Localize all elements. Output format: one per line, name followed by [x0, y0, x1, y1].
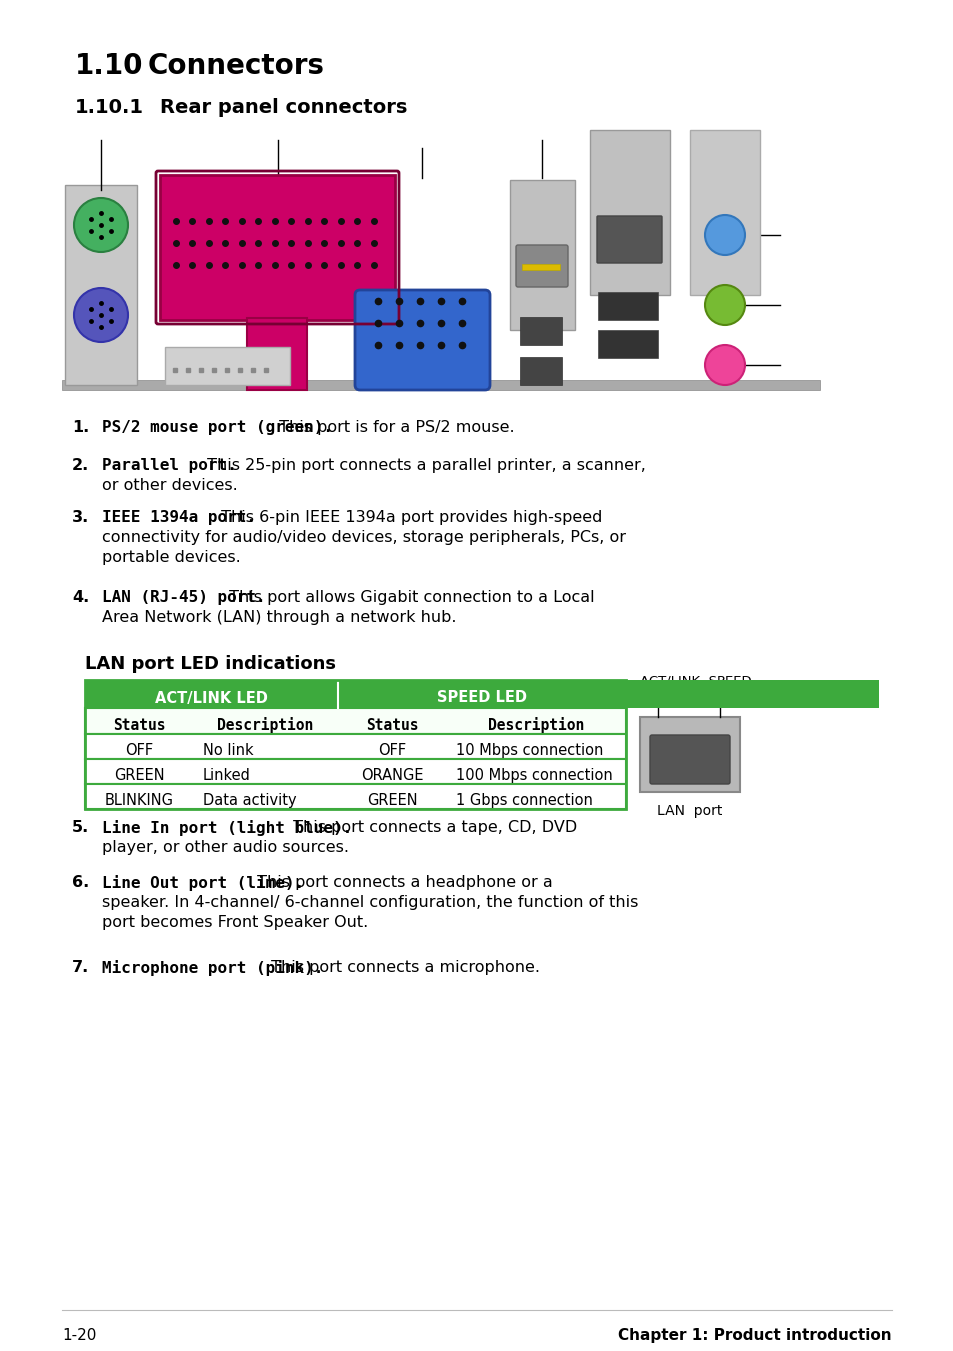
Bar — [519, 357, 561, 385]
Text: This port connects a headphone or a: This port connects a headphone or a — [252, 875, 553, 890]
Text: 1.10.1: 1.10.1 — [75, 99, 144, 118]
Text: Description: Description — [217, 717, 314, 734]
Text: or other devices.: or other devices. — [102, 478, 237, 493]
Text: connectivity for audio/video devices, storage peripherals, PCs, or: connectivity for audio/video devices, st… — [102, 530, 625, 544]
Text: This port connects a microphone.: This port connects a microphone. — [266, 961, 540, 975]
Text: 10 Mbps connection: 10 Mbps connection — [456, 743, 602, 758]
Text: 1-20: 1-20 — [62, 1328, 96, 1343]
Text: Parallel port.: Parallel port. — [102, 458, 236, 473]
Circle shape — [74, 288, 128, 342]
Text: OFF: OFF — [125, 743, 152, 758]
Text: Microphone port (pink).: Microphone port (pink). — [102, 961, 323, 975]
FancyBboxPatch shape — [516, 245, 567, 286]
FancyBboxPatch shape — [355, 290, 490, 390]
Bar — [519, 317, 561, 345]
Text: OFF: OFF — [377, 743, 406, 758]
Text: Chapter 1: Product introduction: Chapter 1: Product introduction — [618, 1328, 891, 1343]
Text: player, or other audio sources.: player, or other audio sources. — [102, 840, 349, 855]
Circle shape — [704, 215, 744, 255]
Bar — [85, 708, 625, 734]
Text: 2.: 2. — [71, 458, 90, 473]
Text: This port connects a tape, CD, DVD: This port connects a tape, CD, DVD — [288, 820, 577, 835]
Text: Data activity: Data activity — [203, 793, 296, 808]
Text: Status: Status — [365, 717, 417, 732]
Text: Area Network (LAN) through a network hub.: Area Network (LAN) through a network hub… — [102, 611, 456, 626]
Bar — [65, 185, 137, 385]
Text: ACT/LINK LED: ACT/LINK LED — [155, 690, 268, 705]
Text: Description: Description — [487, 717, 583, 734]
Text: Connectors: Connectors — [148, 51, 325, 80]
Text: GREEN: GREEN — [113, 767, 164, 784]
Text: 7.: 7. — [71, 961, 90, 975]
Text: portable devices.: portable devices. — [102, 550, 240, 565]
Text: port becomes Front Speaker Out.: port becomes Front Speaker Out. — [102, 915, 368, 929]
Text: LAN port LED indications: LAN port LED indications — [85, 655, 335, 673]
Circle shape — [74, 199, 128, 253]
Circle shape — [704, 345, 744, 385]
Text: No link: No link — [203, 743, 253, 758]
Text: LAN  port: LAN port — [657, 804, 722, 817]
Bar — [589, 130, 669, 295]
Bar — [85, 680, 337, 708]
Text: This 6-pin IEEE 1394a port provides high-speed: This 6-pin IEEE 1394a port provides high… — [216, 509, 602, 526]
Text: 5.: 5. — [71, 820, 90, 835]
Text: LAN (RJ-45) port.: LAN (RJ-45) port. — [102, 590, 265, 605]
Bar — [85, 784, 625, 809]
Bar — [160, 176, 395, 320]
Text: ORANGE: ORANGE — [360, 767, 423, 784]
Text: GREEN: GREEN — [366, 793, 416, 808]
Bar — [639, 717, 740, 792]
Text: Status: Status — [112, 717, 165, 732]
Circle shape — [704, 285, 744, 326]
Text: PS/2 mouse port (green).: PS/2 mouse port (green). — [102, 420, 333, 435]
Bar — [62, 380, 820, 390]
Bar — [85, 759, 625, 784]
Bar — [598, 292, 658, 320]
Text: 100 Mbps connection: 100 Mbps connection — [456, 767, 612, 784]
Text: This 25-pin port connects a parallel printer, a scanner,: This 25-pin port connects a parallel pri… — [202, 458, 645, 473]
Text: 1.10: 1.10 — [75, 51, 143, 80]
FancyBboxPatch shape — [597, 216, 661, 263]
Text: SPEED LED: SPEED LED — [436, 690, 526, 705]
Bar — [689, 130, 760, 295]
Text: Linked: Linked — [203, 767, 251, 784]
Bar — [85, 734, 625, 759]
Text: 1.: 1. — [71, 420, 90, 435]
Text: Rear panel connectors: Rear panel connectors — [160, 99, 407, 118]
Text: This port allows Gigabit connection to a Local: This port allows Gigabit connection to a… — [223, 590, 594, 605]
Text: ACT/LINK  SPEED: ACT/LINK SPEED — [639, 676, 751, 688]
Bar — [337, 680, 878, 708]
Bar — [165, 347, 290, 385]
Text: 4.: 4. — [71, 590, 90, 605]
Text: 1 Gbps connection: 1 Gbps connection — [456, 793, 592, 808]
Bar — [510, 180, 575, 330]
Bar — [598, 330, 658, 358]
Text: This port is for a PS/2 mouse.: This port is for a PS/2 mouse. — [274, 420, 514, 435]
Bar — [247, 317, 307, 390]
Text: speaker. In 4-channel/ 6-channel configuration, the function of this: speaker. In 4-channel/ 6-channel configu… — [102, 894, 638, 911]
Bar — [85, 680, 625, 809]
FancyBboxPatch shape — [649, 735, 729, 784]
Text: 3.: 3. — [71, 509, 90, 526]
Text: Line Out port (lime).: Line Out port (lime). — [102, 875, 304, 892]
Text: IEEE 1394a port.: IEEE 1394a port. — [102, 509, 255, 526]
Text: LED       LED: LED LED — [647, 689, 728, 703]
Text: 6.: 6. — [71, 875, 90, 890]
Text: BLINKING: BLINKING — [105, 793, 173, 808]
Text: Line In port (light blue).: Line In port (light blue). — [102, 820, 352, 836]
Bar — [521, 263, 559, 270]
